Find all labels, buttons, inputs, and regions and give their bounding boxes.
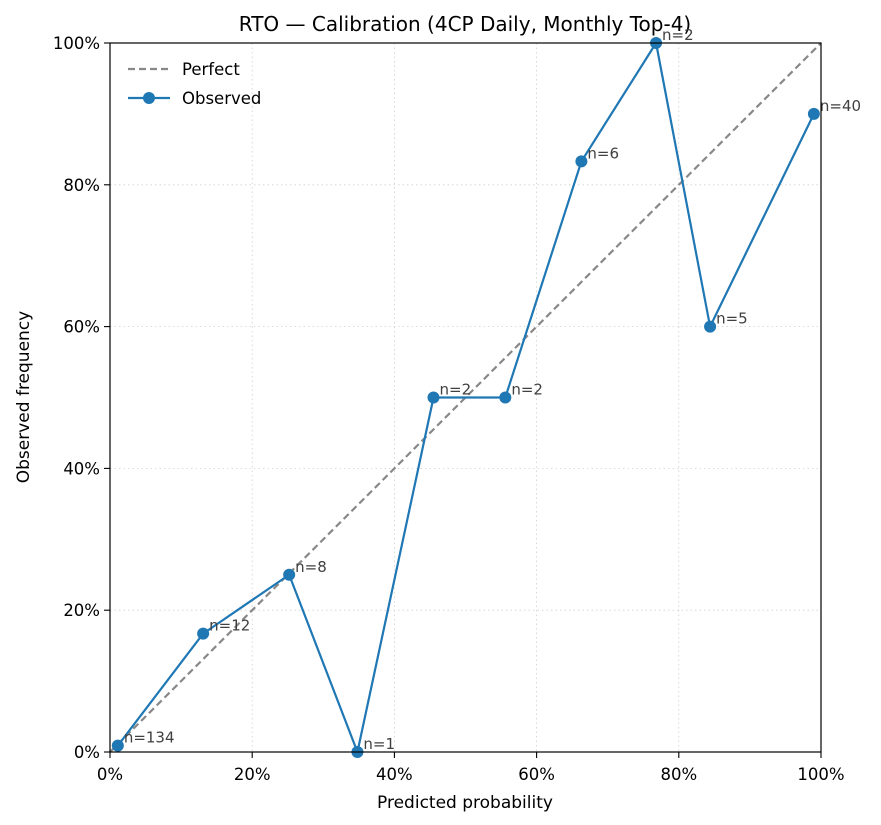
legend-perfect-label: Perfect: [182, 60, 240, 79]
y-tick-label: 100%: [53, 34, 100, 53]
y-tick-label: 0%: [74, 743, 100, 762]
point-annotations: n=134 n=12 n=8 n=1 n=2 n=2 n=6 n=2 n=5 n=40: [124, 26, 861, 753]
perfect-line: [109, 42, 822, 753]
x-tick-label: 100%: [797, 765, 844, 784]
y-tick-label: 40%: [63, 459, 100, 478]
perfect-series: [109, 42, 822, 753]
point-count-label: n=2: [662, 26, 694, 44]
point-count-label: n=5: [716, 310, 748, 328]
legend: Perfect Observed: [128, 60, 261, 108]
y-tick-label: 20%: [63, 601, 100, 620]
chart-title: RTO — Calibration (4CP Daily, Monthly To…: [239, 12, 691, 36]
point-count-label: n=8: [295, 558, 327, 576]
point-count-label: n=12: [209, 617, 250, 635]
y-axis-ticks: 0% 20% 40% 60% 80% 100%: [53, 34, 110, 762]
point-count-label: n=2: [440, 381, 472, 399]
x-tick-label: 80%: [660, 765, 697, 784]
point-count-label: n=2: [511, 381, 543, 399]
legend-observed-label: Observed: [182, 89, 261, 108]
observed-point: [499, 391, 512, 404]
x-tick-label: 0%: [97, 765, 123, 784]
x-tick-label: 60%: [518, 765, 555, 784]
observed-point: [575, 155, 588, 168]
x-axis-ticks: 0% 20% 40% 60% 80% 100%: [97, 752, 845, 784]
point-count-label: n=1: [363, 735, 395, 753]
observed-point: [704, 320, 717, 333]
x-tick-label: 40%: [376, 765, 413, 784]
x-axis-label: Predicted probability: [377, 793, 553, 813]
plot-frame: [109, 42, 822, 753]
point-count-label: n=6: [587, 144, 619, 162]
observed-point: [807, 107, 820, 120]
observed-point: [283, 568, 296, 581]
observed-line: [116, 41, 815, 754]
point-count-label: n=134: [124, 729, 175, 747]
point-count-label: n=40: [820, 97, 861, 115]
y-axis-label: Observed frequency: [14, 311, 34, 483]
observed-point: [427, 391, 440, 404]
legend-observed-marker: [143, 92, 155, 104]
observed-point: [111, 739, 124, 752]
y-tick-label: 80%: [63, 176, 100, 195]
x-tick-label: 20%: [234, 765, 271, 784]
observed-series: [111, 37, 820, 758]
y-tick-label: 60%: [63, 318, 100, 337]
observed-point: [197, 627, 210, 640]
